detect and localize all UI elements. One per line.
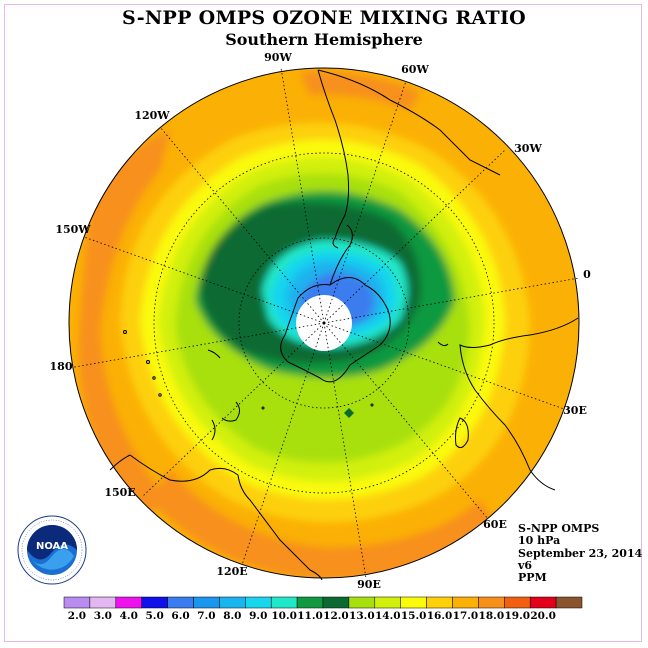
colorbar-swatch bbox=[348, 596, 376, 609]
lon-label-60w: 60W bbox=[401, 63, 429, 76]
lon-label-120w: 120W bbox=[134, 109, 170, 122]
lon-label-180: 180 bbox=[50, 360, 73, 373]
colorbar-swatch bbox=[270, 596, 298, 609]
colorbar-tick-label: 19.0 bbox=[504, 610, 530, 622]
colorbar-tick-label: 16.0 bbox=[427, 610, 453, 622]
colorbar-swatch bbox=[374, 596, 401, 609]
colorbar-swatch bbox=[245, 596, 272, 609]
image-frame bbox=[4, 4, 642, 642]
colorbar-swatch bbox=[452, 596, 479, 609]
lon-label-90w: 90W bbox=[264, 51, 292, 64]
info-date: September 23, 2014 bbox=[518, 546, 643, 560]
colorbar-swatch bbox=[193, 596, 220, 609]
colorbar-tick-label: 3.0 bbox=[94, 610, 112, 622]
info-instrument: S-NPP OMPS bbox=[518, 522, 600, 535]
colorbar-swatch bbox=[141, 596, 168, 609]
colorbar-tick-label: 11.0 bbox=[297, 610, 323, 622]
colorbar-swatch bbox=[296, 596, 324, 609]
lon-label-30w: 30W bbox=[514, 142, 542, 155]
lon-label-30e: 30E bbox=[563, 404, 587, 417]
colorbar-tick-label: 9.0 bbox=[249, 610, 267, 622]
colorbar-swatch bbox=[478, 596, 505, 609]
meridian-lines bbox=[68, 67, 580, 579]
colorbar-swatch bbox=[400, 596, 427, 609]
colorbar-swatch bbox=[89, 596, 117, 609]
lon-label-0: 0 bbox=[583, 268, 591, 281]
lon-label-60e: 60E bbox=[483, 518, 507, 531]
colorbar-tick-label: 4.0 bbox=[120, 610, 138, 622]
colorbar-tick-label: 8.0 bbox=[223, 610, 241, 622]
lon-label-90e: 90E bbox=[357, 578, 381, 591]
colorbar-swatch bbox=[63, 596, 91, 609]
info-units: PPM bbox=[518, 571, 547, 585]
colorbar: 2.0 3.0 4.0 5.0 6.0 7.0 8.0 9.0 10.0 11.0 12.0 13.0… bbox=[63, 596, 583, 622]
colorbar-tick-label: 17.0 bbox=[453, 610, 479, 622]
colorbar-swatch bbox=[115, 596, 142, 609]
colorbar-tick-label: 18.0 bbox=[479, 610, 505, 622]
colorbar-tick-label: 12.0 bbox=[323, 610, 349, 622]
longitude-labels: 90W 60W 30W 0 30E 60E 90E 120E 150E 180 … bbox=[50, 51, 592, 591]
colorbar-tick-label: 2.0 bbox=[68, 610, 86, 622]
lon-label-150w: 150W bbox=[55, 223, 91, 236]
colorbar-tick-label: 13.0 bbox=[349, 610, 375, 622]
colorbar-tick-label: 6.0 bbox=[171, 610, 189, 622]
colorbar-tick-label: 15.0 bbox=[401, 610, 427, 622]
colorbar-swatch bbox=[219, 596, 246, 609]
colorbar-swatch bbox=[529, 596, 557, 609]
noaa-logo: NOAA bbox=[17, 515, 87, 585]
map-title: S-NPP OMPS OZONE MIXING RATIO bbox=[121, 7, 527, 29]
noaa-logo-text: NOAA bbox=[36, 541, 68, 552]
colorbar-swatch bbox=[504, 596, 531, 609]
map-boundary bbox=[68, 67, 580, 579]
map-subtitle: Southern Hemisphere bbox=[225, 30, 423, 49]
colorbar-tick-label: 20.0 bbox=[530, 610, 556, 622]
colorbar-tick-label: 10.0 bbox=[271, 610, 297, 622]
info-version: v6 bbox=[518, 558, 533, 572]
colorbar-swatch bbox=[322, 596, 350, 609]
latitude-circles bbox=[153, 152, 495, 494]
colorbar-swatch bbox=[167, 596, 194, 609]
colorbar-swatch bbox=[426, 596, 453, 609]
coastlines bbox=[109, 69, 579, 581]
lon-label-150e: 150E bbox=[104, 486, 135, 499]
data-info-block: S-NPP OMPS 10 hPa September 23, 2014 v6 … bbox=[518, 522, 643, 585]
info-level: 10 hPa bbox=[518, 534, 561, 548]
lon-label-120e: 120E bbox=[216, 565, 247, 578]
colorbar-tick-label: 5.0 bbox=[146, 610, 164, 622]
colorbar-swatch bbox=[555, 596, 583, 609]
colorbar-tick-label: 7.0 bbox=[197, 610, 215, 622]
colorbar-tick-label: 14.0 bbox=[375, 610, 401, 622]
